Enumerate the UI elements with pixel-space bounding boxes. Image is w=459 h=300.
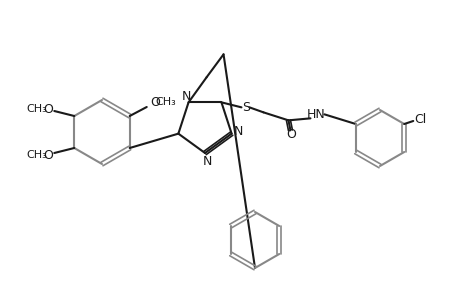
Text: O: O bbox=[43, 148, 53, 161]
Text: S: S bbox=[242, 101, 250, 114]
Text: N: N bbox=[234, 125, 243, 138]
Text: O: O bbox=[286, 128, 296, 141]
Text: HN: HN bbox=[307, 108, 325, 121]
Text: N: N bbox=[202, 154, 211, 167]
Text: CH₃: CH₃ bbox=[155, 97, 176, 107]
Text: O: O bbox=[150, 95, 159, 109]
Text: Cl: Cl bbox=[413, 112, 425, 125]
Text: N: N bbox=[181, 90, 191, 103]
Text: CH₃: CH₃ bbox=[26, 150, 46, 160]
Text: O: O bbox=[43, 103, 53, 116]
Text: CH₃: CH₃ bbox=[26, 104, 46, 114]
